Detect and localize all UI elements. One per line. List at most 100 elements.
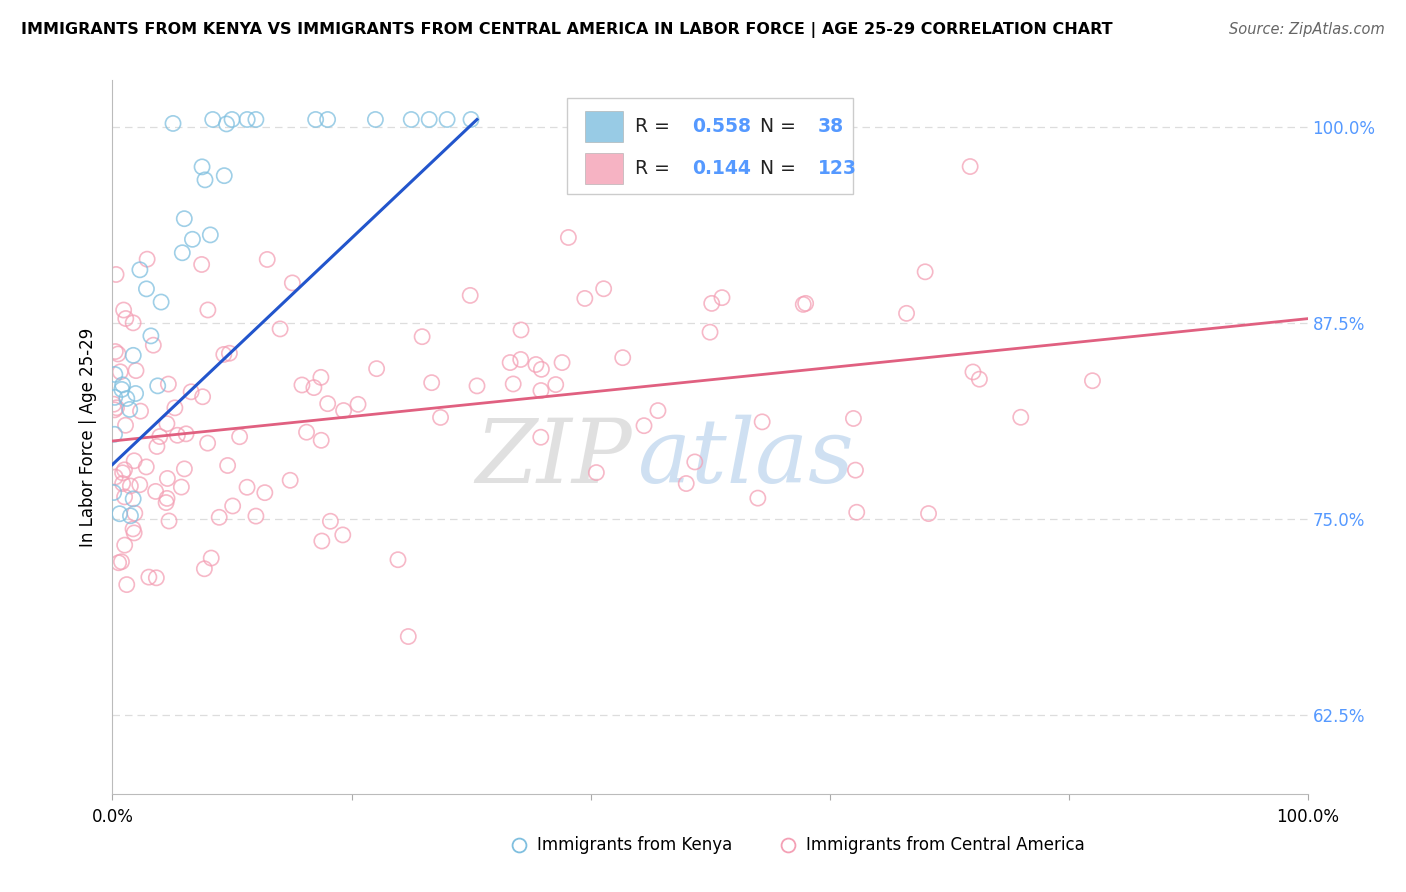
Y-axis label: In Labor Force | Age 25-29: In Labor Force | Age 25-29 bbox=[79, 327, 97, 547]
Point bbox=[510, 323, 533, 337]
Point bbox=[311, 534, 333, 549]
Text: atlas: atlas bbox=[638, 415, 853, 502]
Point bbox=[111, 377, 134, 392]
Point bbox=[107, 556, 129, 570]
Point bbox=[245, 112, 267, 127]
Point bbox=[120, 508, 142, 523]
Point bbox=[129, 262, 152, 277]
Point bbox=[281, 276, 304, 290]
Point bbox=[104, 390, 127, 404]
Point bbox=[794, 296, 817, 310]
Point bbox=[236, 112, 259, 127]
Text: 123: 123 bbox=[818, 159, 856, 178]
Point bbox=[111, 383, 134, 397]
Point bbox=[347, 397, 370, 411]
Point bbox=[120, 479, 142, 493]
Point bbox=[104, 344, 127, 359]
Point bbox=[139, 329, 162, 343]
Point bbox=[401, 112, 423, 127]
Point bbox=[212, 169, 235, 183]
Point bbox=[103, 402, 125, 417]
Point bbox=[530, 430, 553, 444]
Point bbox=[228, 430, 250, 444]
Text: ZIP: ZIP bbox=[475, 415, 633, 502]
Point bbox=[191, 160, 214, 174]
Point bbox=[316, 112, 339, 127]
Point bbox=[197, 302, 219, 317]
Point bbox=[305, 112, 328, 127]
Point bbox=[458, 288, 481, 302]
Point bbox=[319, 514, 342, 528]
FancyBboxPatch shape bbox=[585, 111, 623, 143]
Point bbox=[163, 401, 186, 415]
Point bbox=[436, 112, 458, 127]
Point bbox=[173, 211, 195, 226]
Point bbox=[1081, 374, 1104, 388]
Point bbox=[181, 232, 204, 246]
Point bbox=[420, 376, 443, 390]
Text: 38: 38 bbox=[818, 117, 844, 136]
Point bbox=[115, 392, 138, 406]
Point bbox=[150, 295, 173, 310]
Point bbox=[145, 571, 167, 585]
Point bbox=[128, 477, 150, 491]
Point bbox=[135, 459, 157, 474]
Point bbox=[166, 428, 188, 442]
Point bbox=[215, 117, 238, 131]
Point bbox=[387, 552, 409, 566]
Point bbox=[107, 347, 129, 361]
Text: R =: R = bbox=[634, 159, 676, 178]
Point bbox=[396, 630, 419, 644]
Point bbox=[172, 245, 194, 260]
Point bbox=[146, 440, 169, 454]
Point bbox=[364, 112, 387, 127]
Point bbox=[145, 484, 167, 499]
Point bbox=[585, 466, 607, 480]
Point bbox=[104, 368, 127, 382]
Text: 0.558: 0.558 bbox=[692, 117, 751, 136]
Point bbox=[647, 403, 669, 417]
Point bbox=[136, 252, 159, 267]
Point bbox=[291, 378, 314, 392]
Point bbox=[194, 173, 217, 187]
Point bbox=[125, 363, 148, 377]
Point bbox=[699, 325, 721, 339]
Point bbox=[114, 463, 136, 477]
Point bbox=[114, 311, 136, 326]
Point bbox=[524, 358, 547, 372]
Point bbox=[129, 404, 152, 418]
Point bbox=[105, 401, 128, 415]
Point bbox=[174, 426, 197, 441]
Point bbox=[138, 570, 160, 584]
Point bbox=[418, 112, 440, 127]
Point bbox=[747, 491, 769, 505]
Point bbox=[269, 322, 291, 336]
Point bbox=[332, 528, 354, 542]
Point bbox=[208, 510, 231, 524]
Point bbox=[256, 252, 278, 267]
Point bbox=[530, 384, 553, 398]
Point bbox=[574, 292, 596, 306]
Point bbox=[155, 495, 177, 509]
Point bbox=[551, 355, 574, 369]
Point bbox=[896, 306, 918, 320]
Point bbox=[193, 562, 215, 576]
Point bbox=[530, 362, 553, 376]
Point bbox=[103, 427, 125, 442]
Point bbox=[245, 509, 267, 524]
Point bbox=[122, 454, 145, 468]
Point bbox=[115, 577, 138, 591]
Point bbox=[711, 291, 734, 305]
Point bbox=[959, 160, 981, 174]
Point bbox=[309, 434, 332, 448]
Point bbox=[633, 418, 655, 433]
Point bbox=[114, 418, 136, 433]
Point bbox=[217, 458, 239, 473]
Point bbox=[218, 346, 240, 360]
Point bbox=[683, 455, 706, 469]
Point bbox=[156, 471, 179, 485]
Point bbox=[110, 555, 132, 569]
Point bbox=[149, 429, 172, 443]
Point bbox=[1010, 410, 1032, 425]
Point bbox=[162, 116, 184, 130]
